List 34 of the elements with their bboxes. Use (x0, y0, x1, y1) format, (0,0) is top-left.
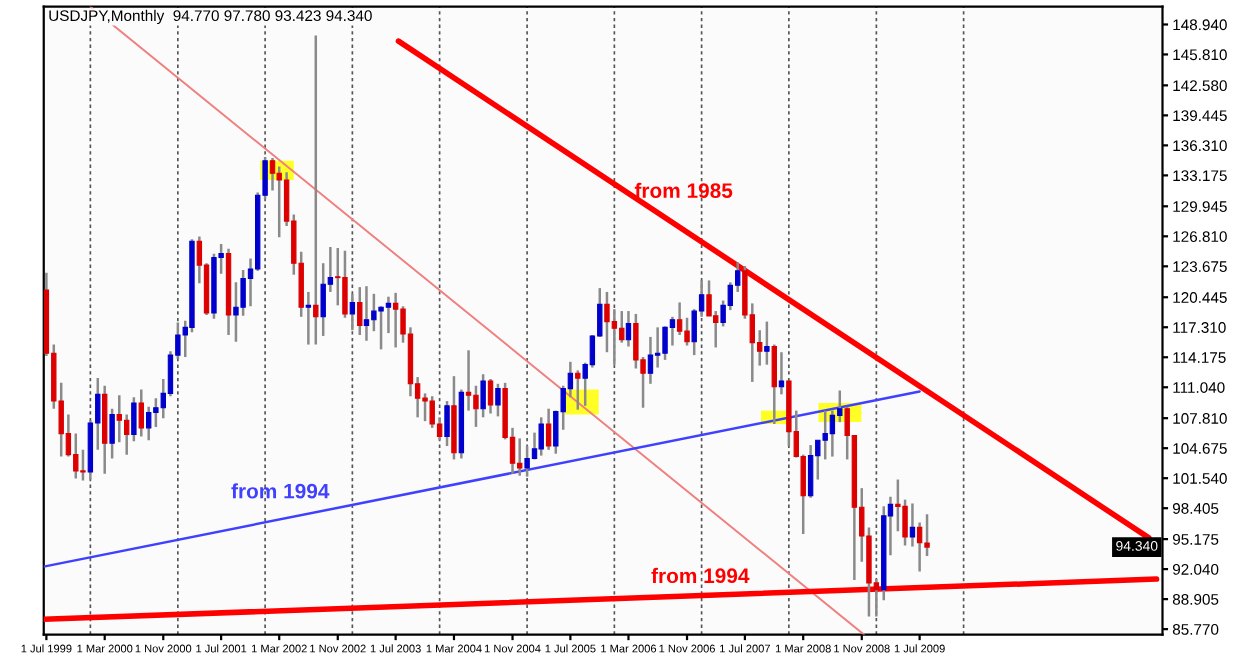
candlestick (575, 369, 581, 411)
candlestick (392, 291, 399, 349)
candlestick (662, 325, 668, 362)
candlestick (829, 409, 836, 458)
candlestick (647, 335, 654, 386)
candlestick (138, 388, 144, 438)
candlestick (764, 320, 770, 366)
candlestick (538, 416, 544, 457)
candlestick (465, 349, 472, 412)
series-label: from 1985 (634, 182, 733, 199)
candlestick (524, 444, 530, 478)
candlestick (451, 374, 457, 461)
candlestick (349, 292, 356, 332)
candlestick (363, 284, 370, 342)
candlestick (305, 290, 312, 346)
series-label: from 1994 (231, 483, 330, 499)
candlestick (276, 165, 282, 239)
candlestick (480, 372, 486, 419)
candlestick (807, 443, 814, 499)
candlestick (385, 295, 392, 335)
candlestick (669, 315, 676, 347)
series-label: from 1994 (651, 567, 750, 584)
candlestick (625, 309, 632, 348)
candlestick (778, 350, 785, 396)
candlestick (495, 382, 501, 418)
candlestick (909, 502, 916, 548)
candlestick (611, 307, 618, 366)
candlestick (487, 377, 494, 415)
candlestick (313, 34, 319, 346)
candlestick (822, 409, 828, 461)
candlestick (145, 405, 152, 442)
candlestick (545, 407, 552, 452)
candlestick (444, 399, 450, 448)
candlestick (357, 285, 363, 337)
